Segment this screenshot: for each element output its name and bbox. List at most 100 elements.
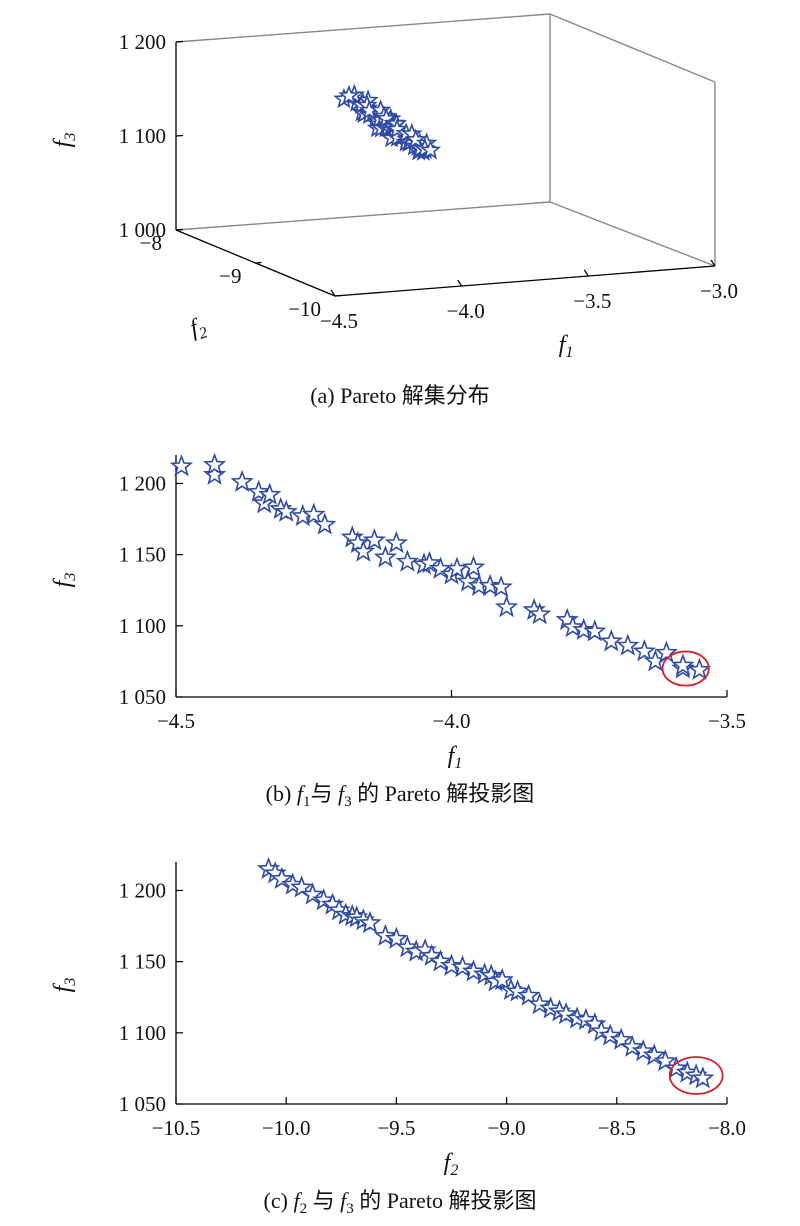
data-point-13 (346, 531, 370, 554)
data-point-100 (338, 84, 360, 106)
data-point-43 (642, 1043, 666, 1066)
x-axis-label: f1 (448, 743, 463, 772)
y-tick-label: 1 200 (119, 471, 166, 495)
y-ticks: 1 050 1 100 1 150 1 200 (119, 471, 183, 709)
data-point-18 (395, 549, 420, 572)
data-point-48 (691, 1066, 715, 1089)
data-point-8 (274, 499, 298, 522)
data-point-130 (386, 118, 408, 139)
data-point-33 (561, 614, 585, 638)
z-ticks: 1 000 1 100 1 200 (119, 30, 184, 242)
data-point-24 (456, 569, 480, 592)
data-point-16 (373, 545, 398, 568)
data-points (333, 83, 442, 161)
data-point-3 (230, 469, 254, 492)
data-point-0 (169, 454, 194, 477)
x-tick-mark (457, 279, 463, 287)
panel-a-3d-scatter: 1 000 1 100 1 200 −8 −9 −10 −4.5 −4.0 −3.5 −3.0… (50, 13, 738, 408)
y-axis-label: f3 (50, 573, 79, 588)
data-point-38 (632, 639, 657, 662)
data-point-20 (428, 949, 453, 972)
data-point-30 (516, 983, 541, 1006)
x-tick-mark (710, 259, 716, 267)
data-point-42 (631, 1039, 655, 1062)
y-axis-label: f2 (187, 313, 210, 345)
y-tick-label: 1 150 (119, 950, 166, 974)
x-tick-label: −4.5 (157, 709, 195, 733)
data-point-17 (384, 531, 409, 554)
data-point-28 (489, 575, 513, 598)
panel-c-f2-f3: −10.5 −10.0 −9.5 −9.0 −8.5 −8.0 1 050 1 100 1 1… (50, 856, 746, 1217)
y-tick-label: −8 (140, 231, 162, 255)
data-point-14 (351, 539, 376, 562)
data-point-25 (461, 555, 486, 578)
x-tick-label: −8.5 (598, 1116, 636, 1140)
data-points (256, 856, 715, 1089)
caption-a: (a) Pareto 解集分布 (310, 383, 490, 408)
data-point-43 (687, 657, 712, 680)
highlight-circle (661, 650, 710, 687)
z-tick-label: 1 000 (119, 218, 166, 242)
data-point-148 (419, 138, 442, 160)
data-point-31 (527, 992, 552, 1015)
y-tick-label: 1 200 (119, 878, 166, 902)
data-point-2 (202, 452, 227, 475)
y-tick-label: −9 (219, 264, 241, 288)
box-edges (175, 13, 716, 267)
x-ticks: −4.5 −4.0 −3.5 (157, 690, 746, 733)
y-ticks: 1 050 1 100 1 150 1 200 (119, 878, 183, 1116)
y-tick-mark (334, 294, 342, 297)
z-tick-label: 1 100 (119, 124, 166, 148)
data-point-4 (289, 875, 314, 898)
data-point-15 (384, 926, 409, 949)
z-tick-mark (175, 40, 184, 43)
x-tick-mark (583, 269, 589, 277)
data-point-13 (358, 910, 382, 934)
y-tick-label: −10 (288, 297, 321, 321)
z-axis-label: f3 (50, 133, 79, 148)
data-point-29 (505, 979, 530, 1002)
x-ticks: −10.5 −10.0 −9.5 −9.0 −8.5 −8.0 (152, 1097, 746, 1140)
data-point-40 (609, 1027, 633, 1050)
data-point-23 (461, 959, 486, 982)
data-point-139 (405, 128, 427, 149)
x-tick-label: −10.0 (262, 1116, 311, 1140)
data-point-36 (599, 629, 623, 652)
data-point-41 (620, 1034, 644, 1057)
y-tick-label: 1 100 (119, 1021, 166, 1045)
data-point-20 (417, 550, 442, 574)
data-point-34 (554, 1002, 578, 1025)
data-point-14 (373, 923, 398, 946)
data-point-39 (598, 1023, 622, 1046)
data-points (169, 452, 712, 680)
y-axis-label: f3 (50, 978, 79, 993)
x-axis-label: f2 (444, 1150, 459, 1179)
y-tick-label: 1 050 (119, 1092, 166, 1116)
x-tick-label: −3.5 (573, 289, 611, 313)
y-tick-label: 1 100 (119, 614, 166, 638)
z-tick-label: 1 200 (119, 30, 166, 54)
data-point-22 (450, 955, 475, 978)
data-point-44 (653, 1049, 677, 1072)
x-tick-label: −3.5 (708, 709, 746, 733)
data-point-35 (583, 619, 607, 642)
y-tick-label: 1 150 (119, 543, 166, 567)
data-point-11 (313, 512, 337, 535)
data-point-21 (439, 953, 464, 976)
data-point-34 (572, 617, 596, 641)
x-tick-label: −8.0 (708, 1116, 746, 1140)
data-point-27 (478, 573, 502, 596)
data-point-1 (202, 462, 227, 485)
data-point-27 (490, 967, 514, 991)
highlight-circle (668, 1056, 724, 1095)
x-tick-mark (330, 289, 336, 297)
x-tick-label: −10.5 (152, 1116, 201, 1140)
data-point-118 (375, 107, 397, 128)
x-ticks: −4.5 −4.0 −3.5 −3.0 (320, 259, 738, 333)
data-point-15 (362, 528, 387, 551)
data-point-23 (445, 556, 469, 579)
x-tick-label: −9.0 (488, 1116, 526, 1140)
z-tick-mark (175, 134, 184, 137)
